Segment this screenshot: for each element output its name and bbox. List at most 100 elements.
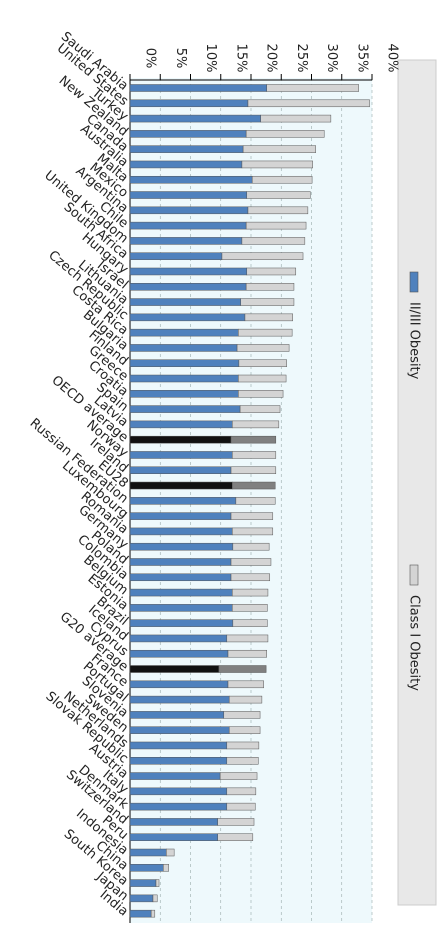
bar-segment — [221, 252, 304, 260]
bar-segment — [230, 558, 272, 566]
bar-segment — [227, 649, 267, 658]
bar-segment — [247, 99, 370, 108]
bar-segment — [129, 604, 233, 612]
bar-segment — [230, 573, 271, 582]
bar-segment — [129, 909, 152, 918]
bar-segment — [129, 420, 233, 429]
bar-segment — [129, 84, 267, 92]
bar-segment — [152, 894, 158, 903]
bar-segment — [226, 802, 256, 811]
bar-segment — [244, 313, 293, 322]
bar-segment — [238, 359, 287, 367]
bar-segment — [219, 772, 258, 780]
bar-segment — [129, 405, 241, 413]
bar-segment — [150, 909, 156, 918]
bar-segment — [129, 864, 164, 872]
bar-segment — [230, 512, 274, 520]
x-tick-label: 30% — [324, 44, 339, 73]
x-tick-label: 15% — [233, 44, 248, 73]
bar-segment — [245, 221, 307, 230]
bar-segment — [129, 680, 229, 689]
bar-segment — [251, 175, 313, 184]
bar-segment — [247, 206, 309, 215]
bar-segment — [129, 649, 229, 658]
bar-segment — [129, 435, 232, 444]
bar-segment — [266, 84, 359, 92]
bar-segment — [230, 466, 277, 474]
bar-segment — [230, 435, 277, 444]
bar-segment — [155, 879, 160, 887]
bar-segment — [231, 481, 276, 490]
bar-segment — [129, 221, 247, 230]
bar-segment — [129, 726, 230, 734]
bar-segment — [129, 848, 167, 857]
bar-segment — [226, 741, 260, 750]
bar-segment — [226, 634, 269, 643]
bar-segment — [226, 787, 257, 796]
bar-segment — [231, 451, 277, 459]
bar-segment — [129, 99, 249, 108]
bar-segment — [227, 680, 264, 689]
bar-segment — [217, 818, 255, 826]
bar-segment — [129, 787, 228, 796]
bar-segment — [240, 298, 295, 306]
bar-segment — [129, 328, 239, 337]
bar-segment — [245, 283, 295, 291]
x-tick-label: 10% — [203, 44, 218, 73]
bar-segment — [228, 726, 261, 734]
bar-segment — [218, 665, 267, 673]
legend-box — [397, 59, 437, 906]
bar-segment — [166, 848, 175, 857]
bar-segment — [246, 191, 311, 199]
x-tick-label: 40% — [385, 44, 400, 73]
x-tick-label: 20% — [264, 44, 279, 73]
bar-segment — [235, 497, 276, 505]
bar-segment — [241, 160, 313, 169]
bar-segment — [129, 588, 233, 597]
bar-segment — [129, 527, 233, 536]
legend-label: Class I Obesity — [407, 595, 422, 691]
bar-segment — [129, 191, 248, 199]
bar-segment — [217, 833, 254, 841]
bar-segment — [129, 558, 232, 566]
bar-segment — [129, 833, 218, 841]
bar-segment — [129, 802, 228, 811]
bar-segment — [129, 757, 228, 765]
bar-segment — [231, 604, 268, 612]
bar-segment — [129, 283, 247, 291]
bar-segment — [129, 573, 232, 582]
bar-segment — [245, 130, 325, 138]
bar-segment — [129, 390, 239, 398]
x-tick-label: 25% — [294, 44, 309, 73]
bar-segment — [129, 374, 239, 383]
bar-segment — [242, 145, 316, 153]
bar-segment — [129, 894, 154, 903]
bar-segment — [226, 757, 259, 765]
bar-segment — [238, 374, 287, 383]
bar-segment — [129, 344, 238, 352]
legend-swatch — [409, 564, 419, 586]
bar-segment — [231, 588, 269, 597]
x-tick-label: 5% — [173, 48, 188, 69]
bar-segment — [129, 879, 157, 887]
bar-segment — [239, 405, 281, 413]
bar-segment — [129, 359, 240, 367]
bar-segment — [129, 512, 232, 520]
bar-segment — [223, 711, 261, 719]
legend-label: II/III Obesity — [407, 302, 422, 380]
bar-segment — [241, 237, 306, 245]
bar-segment — [129, 619, 234, 627]
bar-segment — [231, 420, 280, 429]
bar-segment — [129, 130, 247, 138]
bar-segment — [129, 237, 243, 245]
bar-segment — [129, 175, 253, 184]
x-tick-label: 0% — [143, 48, 158, 69]
bar-segment — [129, 451, 233, 459]
bar-segment — [129, 497, 237, 505]
bar-segment — [129, 114, 261, 123]
bar-segment — [129, 634, 228, 643]
bar-segment — [129, 313, 246, 322]
x-tick-label: 35% — [354, 44, 369, 73]
bar-segment — [238, 328, 293, 337]
